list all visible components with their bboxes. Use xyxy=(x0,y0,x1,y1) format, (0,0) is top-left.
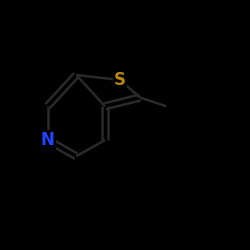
Text: N: N xyxy=(40,131,54,149)
Text: S: S xyxy=(114,71,126,89)
